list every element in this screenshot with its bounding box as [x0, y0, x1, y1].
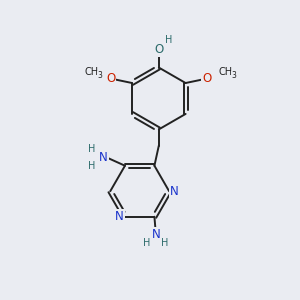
- Text: CH: CH: [85, 67, 99, 77]
- Text: H: H: [88, 161, 96, 171]
- Text: N: N: [115, 210, 124, 223]
- Text: N: N: [99, 151, 108, 164]
- Text: H: H: [143, 238, 151, 248]
- Text: O: O: [202, 72, 212, 85]
- Text: N: N: [170, 185, 179, 198]
- Text: H: H: [165, 35, 172, 46]
- Text: CH: CH: [219, 67, 233, 77]
- Text: O: O: [106, 72, 116, 85]
- Text: O: O: [154, 43, 164, 56]
- Text: H: H: [88, 144, 96, 154]
- Text: 3: 3: [97, 71, 102, 80]
- Text: H: H: [161, 238, 168, 248]
- Text: N: N: [152, 228, 160, 241]
- Text: 3: 3: [232, 71, 236, 80]
